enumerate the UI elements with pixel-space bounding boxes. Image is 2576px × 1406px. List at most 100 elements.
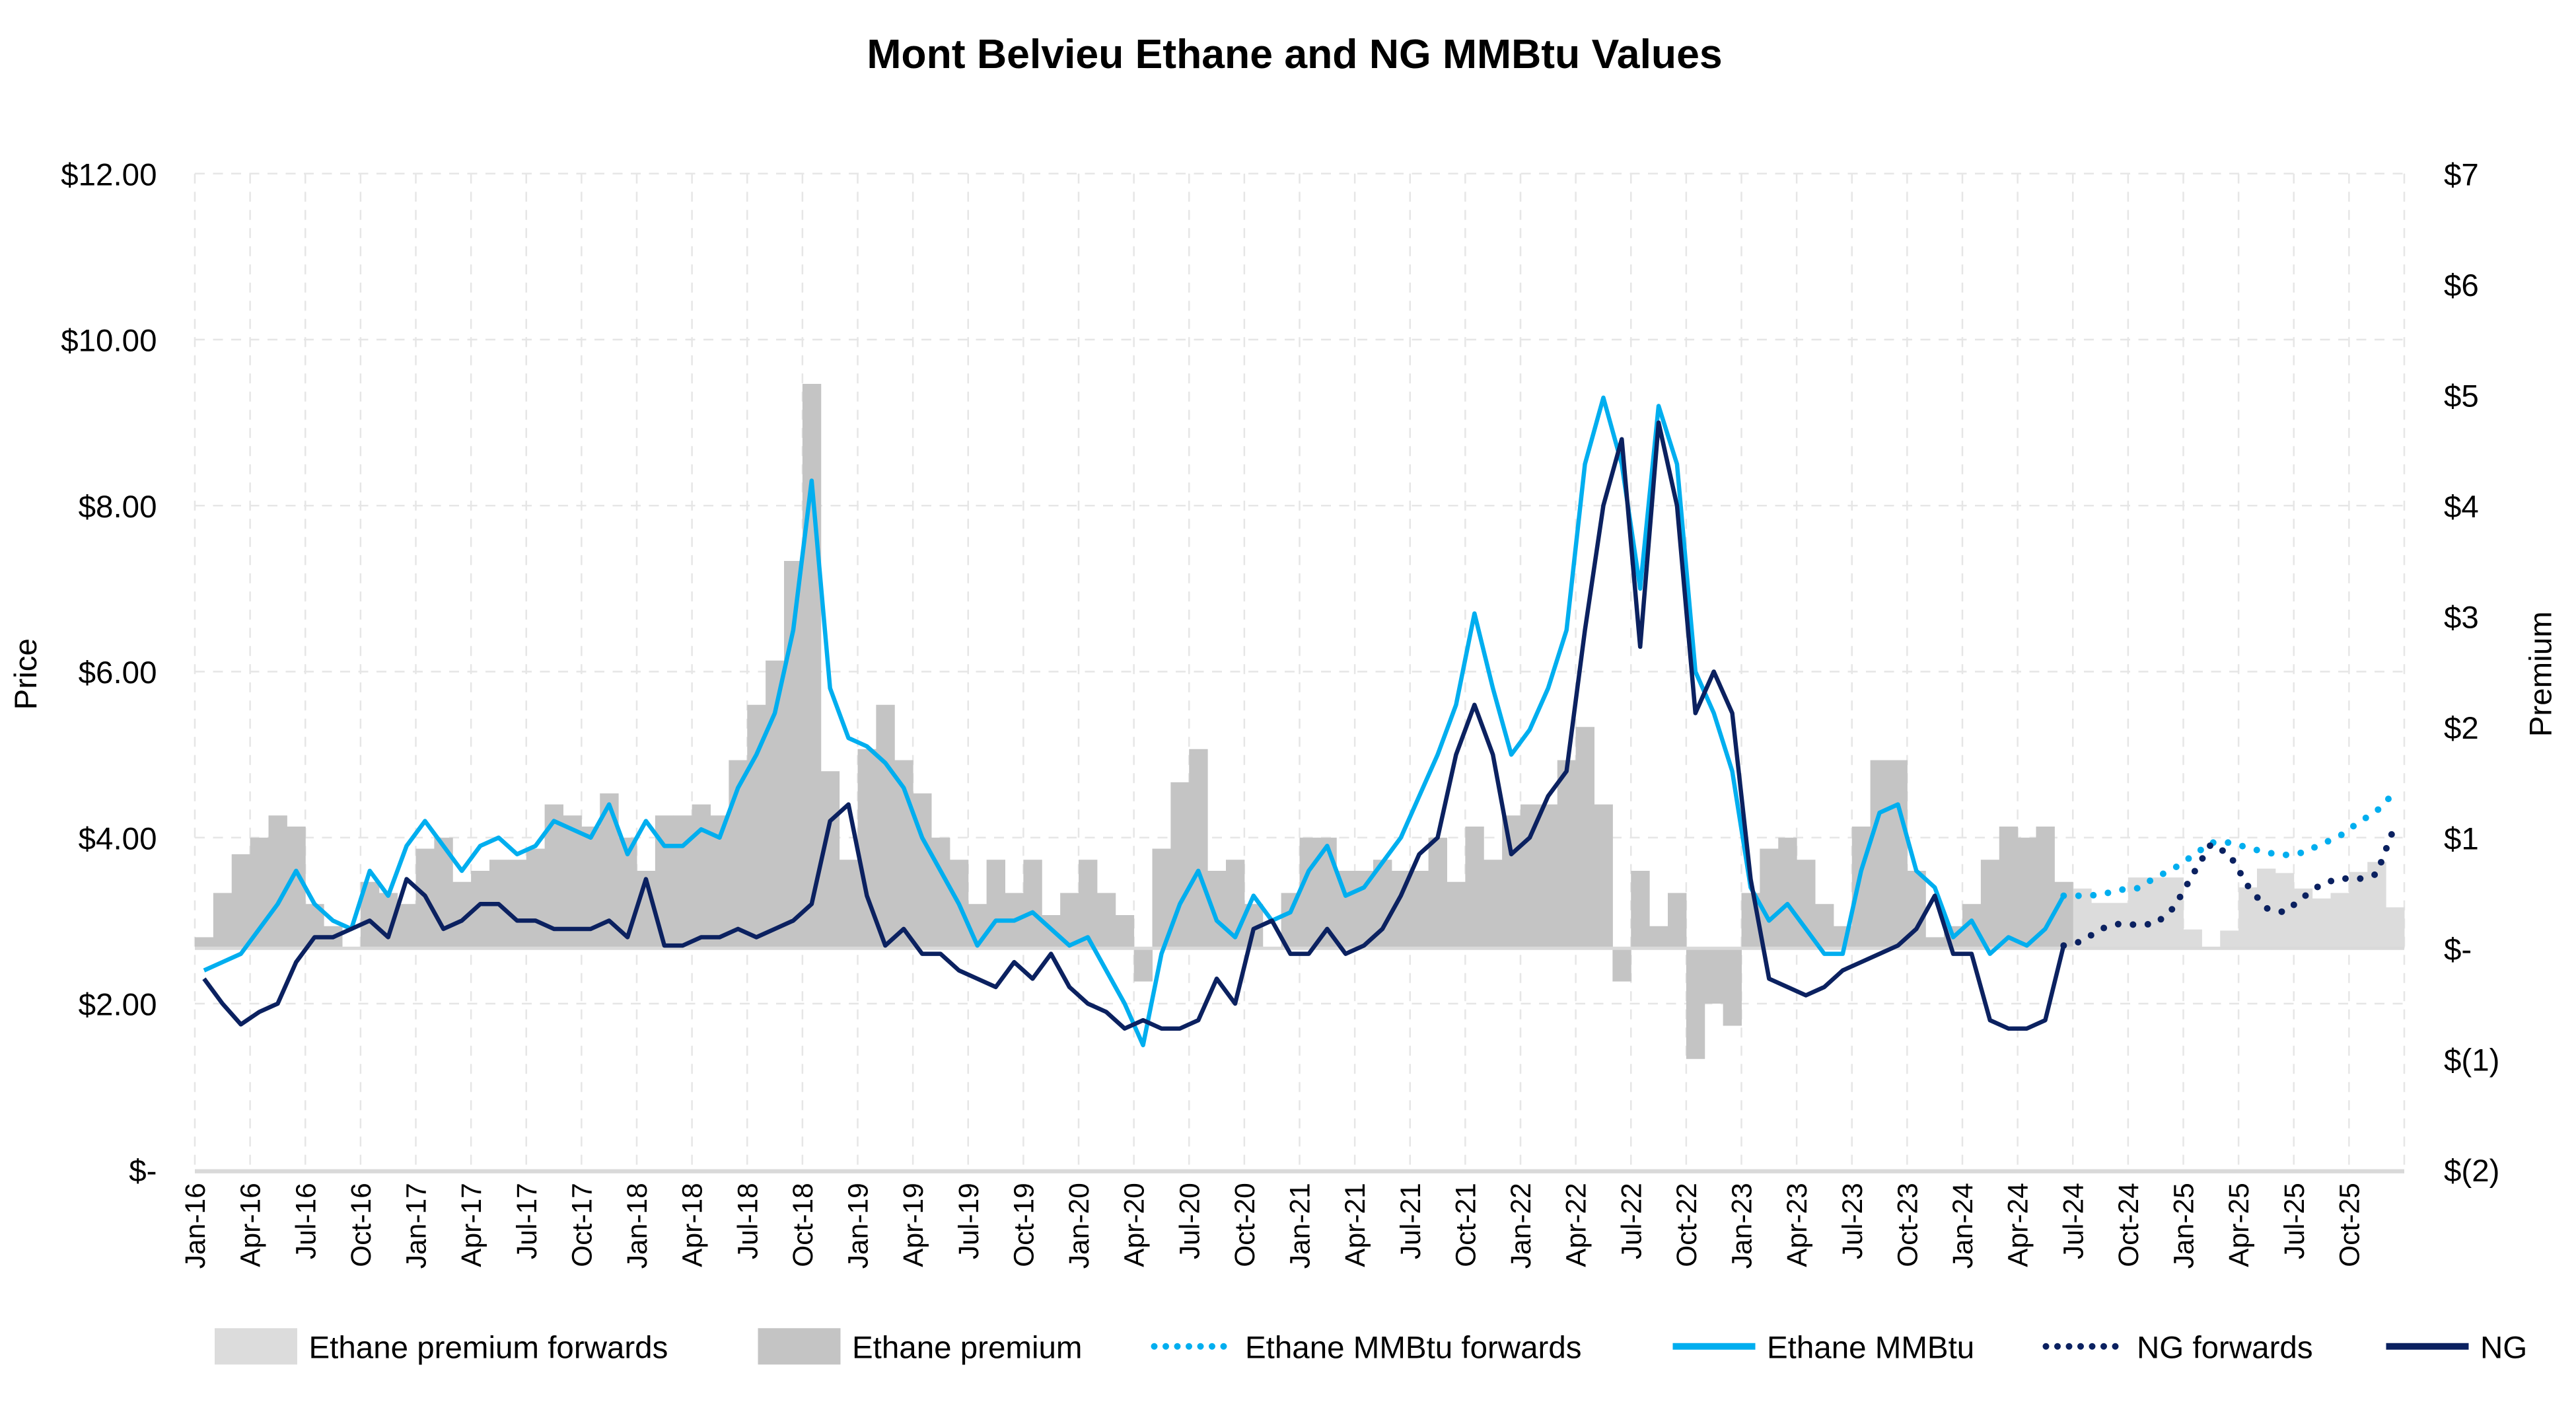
- x-tick-label: Apr-20: [1120, 1183, 1151, 1267]
- x-tick-label: Oct-21: [1450, 1183, 1482, 1267]
- premium-bar: [1096, 893, 1116, 949]
- legend-item: NG forwards: [2042, 1330, 2313, 1365]
- premium-bar: [231, 854, 251, 949]
- left-tick-label: $4.00: [79, 821, 157, 856]
- premium-forward-bar: [2091, 903, 2110, 949]
- premium-bar: [1815, 904, 1834, 949]
- x-tick-label: Apr-21: [1340, 1183, 1371, 1267]
- premium-bar: [1888, 760, 1908, 949]
- legend-item: NG: [2386, 1330, 2527, 1365]
- right-tick-label: $(2): [2444, 1154, 2499, 1189]
- x-tick-label: Apr-22: [1561, 1183, 1592, 1267]
- premium-forward-bar: [2330, 893, 2349, 949]
- x-tick-label: Apr-18: [678, 1183, 709, 1267]
- legend-label: NG: [2480, 1330, 2527, 1365]
- x-tick-label: Jan-17: [402, 1183, 433, 1269]
- premium-bar: [802, 384, 822, 949]
- x-tick-label: Apr-23: [1782, 1183, 1813, 1267]
- legend-label: Ethane MMBtu forwards: [1245, 1330, 1582, 1365]
- premium-bar: [1631, 871, 1650, 949]
- x-tick-label: Apr-19: [898, 1183, 929, 1267]
- premium-forward-bar: [2312, 898, 2331, 949]
- premium-bar: [1079, 860, 1098, 949]
- premium-bar: [673, 815, 693, 949]
- premium-bar: [1704, 948, 1724, 1004]
- premium-bar: [213, 893, 233, 949]
- legend-item: Ethane MMBtu forwards: [1151, 1330, 1582, 1365]
- x-tick-label: Oct-20: [1230, 1183, 1261, 1267]
- premium-bar: [1189, 749, 1208, 949]
- premium-bar: [1538, 804, 1558, 949]
- x-tick-label: Oct-25: [2334, 1183, 2365, 1267]
- premium-bar: [692, 804, 711, 949]
- x-tick-label: Jan-18: [622, 1183, 653, 1269]
- premium-bar: [1870, 760, 1889, 949]
- x-tick-label: Jul-25: [2279, 1183, 2310, 1259]
- premium-bar: [195, 937, 214, 949]
- premium-bar: [1980, 860, 2000, 949]
- left-tick-label: $8.00: [79, 490, 157, 525]
- x-tick-label: Jan-20: [1064, 1183, 1095, 1269]
- premium-bar: [986, 860, 1005, 949]
- x-tick-label: Jul-23: [1838, 1183, 1869, 1259]
- x-tick-label: Jul-17: [512, 1183, 543, 1259]
- premium-bar: [2017, 837, 2036, 949]
- premium-bar: [1999, 827, 2019, 949]
- premium-bar: [1502, 815, 1521, 949]
- right-axis-label: Premium: [2524, 611, 2559, 737]
- premium-forward-bar: [2165, 877, 2184, 949]
- premium-bar: [1557, 760, 1577, 949]
- premium-forward-bar: [2183, 929, 2202, 949]
- x-tick-label: Jul-19: [954, 1183, 985, 1259]
- premium-bar: [839, 860, 858, 949]
- right-tick-label: $2: [2444, 711, 2479, 746]
- premium-bar: [931, 837, 950, 949]
- right-tick-label: $-: [2444, 932, 2472, 967]
- premium-bar: [1649, 926, 1668, 949]
- x-tick-label: Apr-25: [2224, 1183, 2255, 1267]
- left-tick-label: $6.00: [79, 655, 157, 690]
- premium-bar: [507, 860, 527, 949]
- premium-bar: [1723, 948, 1742, 1026]
- premium-forward-bar: [2386, 907, 2405, 949]
- left-tick-label: $-: [129, 1154, 157, 1189]
- right-tick-label: $7: [2444, 157, 2479, 192]
- right-tick-label: $4: [2444, 490, 2479, 525]
- x-tick-label: Jan-16: [180, 1183, 211, 1269]
- premium-bar: [1133, 948, 1153, 982]
- premium-bar: [1668, 893, 1687, 949]
- x-tick-label: Jul-16: [291, 1183, 322, 1259]
- premium-bar: [1760, 848, 1779, 949]
- legend-label: NG forwards: [2137, 1330, 2313, 1365]
- x-tick-label: Apr-24: [2003, 1183, 2034, 1267]
- premium-bar: [268, 815, 287, 949]
- premium-bar: [1484, 860, 1503, 949]
- x-tick-label: Jul-22: [1616, 1183, 1647, 1259]
- left-tick-label: $2.00: [79, 988, 157, 1023]
- left-tick-label: $12.00: [61, 157, 157, 192]
- right-tick-label: $5: [2444, 379, 2479, 414]
- premium-bar: [1797, 860, 1816, 949]
- premium-bar: [1686, 948, 1705, 1059]
- premium-bar: [1299, 837, 1318, 949]
- premium-bar: [287, 827, 306, 949]
- premium-forward-bar: [2293, 888, 2313, 949]
- premium-bar: [1594, 804, 1613, 949]
- x-tick-label: Jan-25: [2168, 1183, 2200, 1269]
- premium-bar: [1410, 871, 1429, 949]
- premium-bar: [1115, 915, 1135, 949]
- premium-bar: [1023, 860, 1042, 949]
- x-tick-label: Oct-22: [1672, 1183, 1703, 1267]
- right-tick-label: $(1): [2444, 1043, 2499, 1078]
- premium-bar: [876, 704, 895, 949]
- price-lines: [202, 395, 2399, 1048]
- premium-bar: [1447, 881, 1466, 949]
- right-tick-label: $6: [2444, 268, 2479, 303]
- premium-bar: [1428, 837, 1447, 949]
- premium-bar: [1575, 727, 1594, 949]
- legend-swatch: [758, 1328, 841, 1365]
- x-tick-label: Jul-24: [2058, 1183, 2089, 1259]
- right-axis-ticks: $(2) $(1) $- $1 $2 $3 $4 $5 $6 $7: [2444, 157, 2499, 1189]
- legend-label: Ethane premium: [852, 1330, 1083, 1365]
